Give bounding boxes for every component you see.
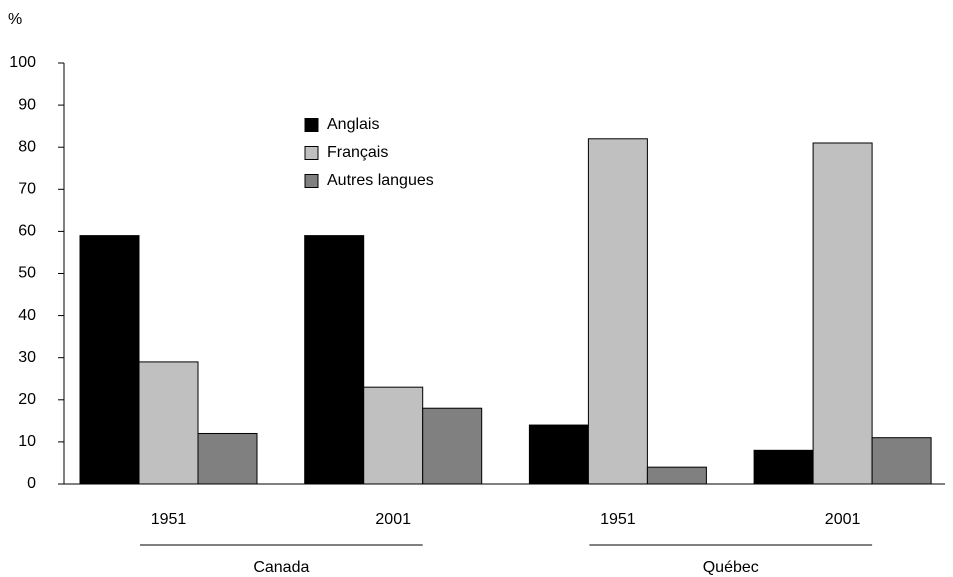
bar (871, 437, 932, 485)
legend-label: Autres langues (327, 172, 434, 189)
bar (587, 138, 648, 485)
y-tick-label: 60 (18, 223, 36, 240)
y-tick-label: 90 (18, 96, 36, 113)
group-label: Québec (703, 559, 759, 576)
y-tick-label: 40 (18, 307, 36, 324)
bar (138, 361, 199, 485)
bar (528, 424, 589, 485)
legend-swatch (304, 174, 319, 188)
y-axis-label: % (8, 11, 22, 28)
x-tick-label: 2001 (825, 511, 861, 528)
y-tick-label: 70 (18, 181, 36, 198)
y-tick-label: 50 (18, 265, 36, 282)
y-tick-label: 100 (9, 54, 36, 71)
bar (422, 407, 483, 485)
legend-label: Français (327, 144, 388, 161)
y-tick-label: 0 (27, 475, 36, 492)
y-tick-label: 10 (18, 433, 36, 450)
bar (363, 386, 424, 485)
bar (812, 142, 873, 485)
group-label: Canada (253, 559, 309, 576)
x-tick-label: 2001 (375, 511, 411, 528)
x-tick-label: 1951 (600, 511, 636, 528)
y-tick-label: 20 (18, 391, 36, 408)
legend-label: Anglais (327, 116, 379, 133)
legend-swatch (304, 146, 319, 160)
x-tick-label: 1951 (151, 511, 187, 528)
y-tick-label: 30 (18, 349, 36, 366)
bar (646, 466, 707, 485)
y-tick-label: 80 (18, 138, 36, 155)
legend-swatch (304, 118, 319, 132)
bar (79, 235, 140, 485)
bar (197, 432, 258, 485)
bar (304, 235, 365, 485)
bar (753, 449, 814, 485)
